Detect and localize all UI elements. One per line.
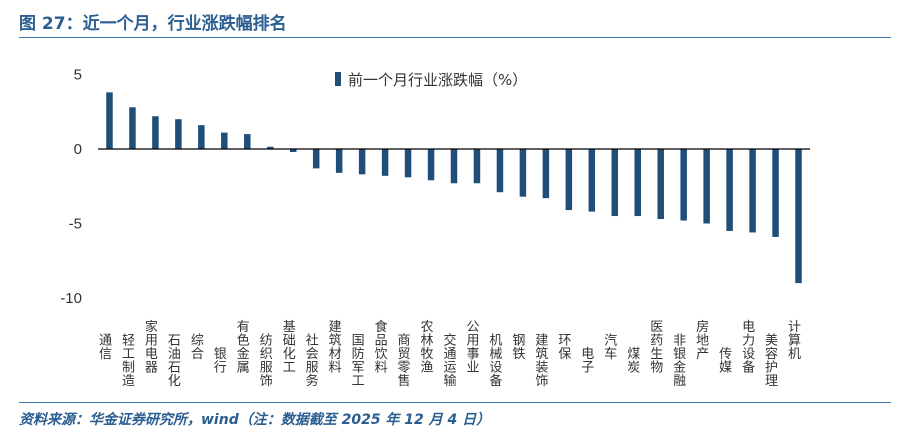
bar — [244, 134, 251, 149]
bar — [749, 149, 756, 233]
bar — [588, 149, 596, 212]
x-tick-label: 石油石化 — [168, 334, 181, 390]
x-tick-label: 轻工制造 — [122, 334, 135, 390]
x-tick-label: 银行 — [214, 347, 227, 376]
bar — [473, 149, 481, 184]
x-tick-label: 有色金属 — [237, 320, 250, 376]
bar — [404, 149, 412, 178]
x-tick-label: 房地产 — [696, 319, 709, 362]
title-divider — [19, 37, 891, 38]
x-tick-label: 传媒 — [719, 347, 732, 376]
source-note: 资料来源：华金证券研究所，wind（注：数据截至 2025 年 12 月 4 日… — [19, 412, 491, 428]
x-tick-label: 纺织服饰 — [260, 334, 273, 390]
bar — [634, 149, 641, 217]
legend-label: 前一个月行业涨跌幅（%） — [348, 71, 527, 89]
x-tick-label: 计算机 — [788, 320, 801, 362]
bar — [289, 149, 297, 152]
bar — [267, 146, 274, 149]
bar — [565, 149, 573, 211]
bar — [542, 149, 550, 199]
figure-title: 图 27：近一个月，行业涨跌幅排名 — [19, 14, 287, 34]
bar — [198, 125, 205, 149]
x-tick-label: 综合 — [191, 334, 204, 363]
bar — [381, 149, 389, 176]
bar — [726, 149, 733, 231]
bar — [496, 149, 504, 193]
bar — [221, 132, 228, 149]
bar — [772, 149, 779, 237]
bar — [129, 107, 136, 149]
x-tick-label: 非银金融 — [673, 334, 686, 390]
y-tick-label: -5 — [69, 216, 82, 233]
x-tick-label: 医药生物 — [650, 320, 663, 376]
x-tick-label: 国防军工 — [352, 334, 365, 390]
chart-legend: 前一个月行业涨跌幅（%） — [335, 71, 527, 89]
bar — [427, 149, 435, 181]
x-tick-label: 食品饮料 — [375, 319, 388, 376]
bar — [450, 149, 458, 184]
y-tick-label: 0 — [74, 141, 82, 158]
bar — [795, 149, 802, 284]
bar — [680, 149, 687, 221]
y-tick-label: 5 — [74, 67, 82, 84]
bar — [703, 149, 710, 224]
x-tick-label: 公用事业 — [466, 320, 479, 376]
legend-swatch — [335, 72, 341, 86]
bar — [611, 149, 619, 217]
x-tick-label: 电子 — [581, 347, 594, 376]
bar — [152, 116, 159, 149]
x-tick-label: 基础化工 — [283, 320, 296, 376]
x-tick-label: 建筑装饰 — [535, 334, 548, 390]
x-tick-label: 社会服务 — [306, 333, 319, 390]
x-tick-label: 电力设备 — [742, 320, 755, 376]
bar-series — [106, 92, 802, 284]
bar — [175, 119, 182, 149]
bar — [335, 149, 343, 173]
y-tick-label: -10 — [60, 290, 82, 307]
x-tick-label: 环保 — [558, 334, 571, 363]
x-tick-label: 家用电器 — [145, 319, 158, 376]
bar — [519, 149, 527, 197]
x-tick-label: 煤炭 — [627, 347, 640, 376]
x-tick-label: 通信 — [99, 334, 112, 363]
x-tick-label: 商贸零售 — [398, 334, 411, 390]
x-tick-label: 农林牧渔 — [421, 320, 434, 376]
y-axis: 5 0 -5 -10 — [60, 67, 82, 308]
x-tick-label: 美容护理 — [765, 334, 778, 390]
x-tick-label: 建筑材料 — [329, 320, 342, 376]
bar — [106, 92, 113, 149]
bar — [312, 149, 320, 169]
x-tick-label: 钢铁 — [512, 334, 525, 363]
bar — [358, 149, 366, 175]
bar — [657, 149, 664, 220]
x-tick-label: 机械设备 — [489, 334, 502, 390]
x-tick-label: 交通运输 — [443, 333, 456, 390]
footer-divider — [19, 402, 891, 403]
x-tick-label: 汽车 — [604, 334, 617, 363]
